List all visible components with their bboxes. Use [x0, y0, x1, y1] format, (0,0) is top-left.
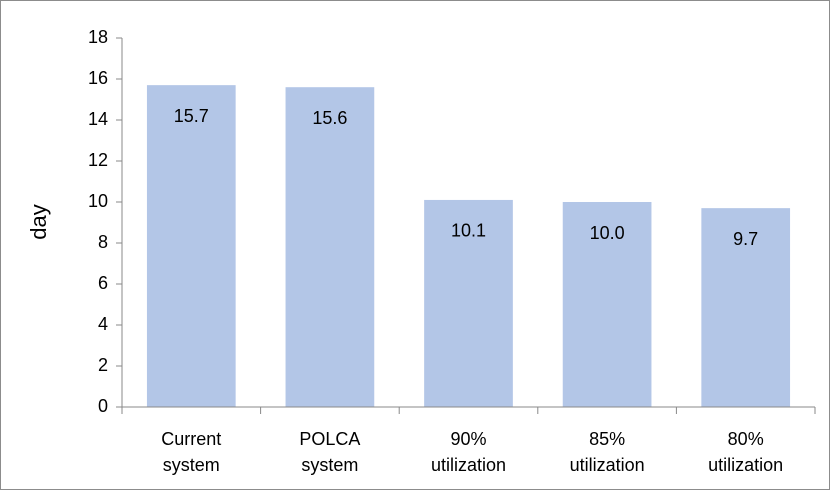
- y-tick-label: 14: [88, 109, 108, 129]
- y-tick-label: 0: [98, 396, 108, 416]
- value-label: 10.0: [590, 223, 625, 243]
- x-tick-label: Current system: [161, 429, 222, 475]
- bar: [146, 85, 236, 408]
- x-tick-label: 85% utilization: [569, 429, 645, 475]
- y-tick-label: 18: [88, 27, 108, 47]
- y-tick-label: 2: [98, 355, 108, 375]
- x-tick-label: POLCA system: [299, 429, 361, 475]
- y-axis-label: day: [26, 204, 51, 239]
- y-tick-label: 12: [88, 150, 108, 170]
- value-label: 15.6: [312, 108, 347, 128]
- bar: [285, 87, 375, 407]
- x-tick-label: 80% utilization: [708, 429, 784, 475]
- x-tick-label: 90% utilization: [430, 429, 507, 475]
- y-tick-label: 10: [88, 191, 108, 211]
- bar: [701, 208, 791, 407]
- value-label: 15.7: [174, 106, 209, 126]
- bar: [562, 202, 652, 407]
- value-label: 10.1: [451, 221, 486, 241]
- y-tick-label: 8: [98, 232, 108, 252]
- y-tick-label: 4: [98, 314, 108, 334]
- bar: [424, 199, 513, 407]
- y-tick-label: 16: [88, 68, 108, 88]
- value-label: 9.7: [733, 229, 758, 249]
- y-tick-label: 6: [98, 273, 108, 293]
